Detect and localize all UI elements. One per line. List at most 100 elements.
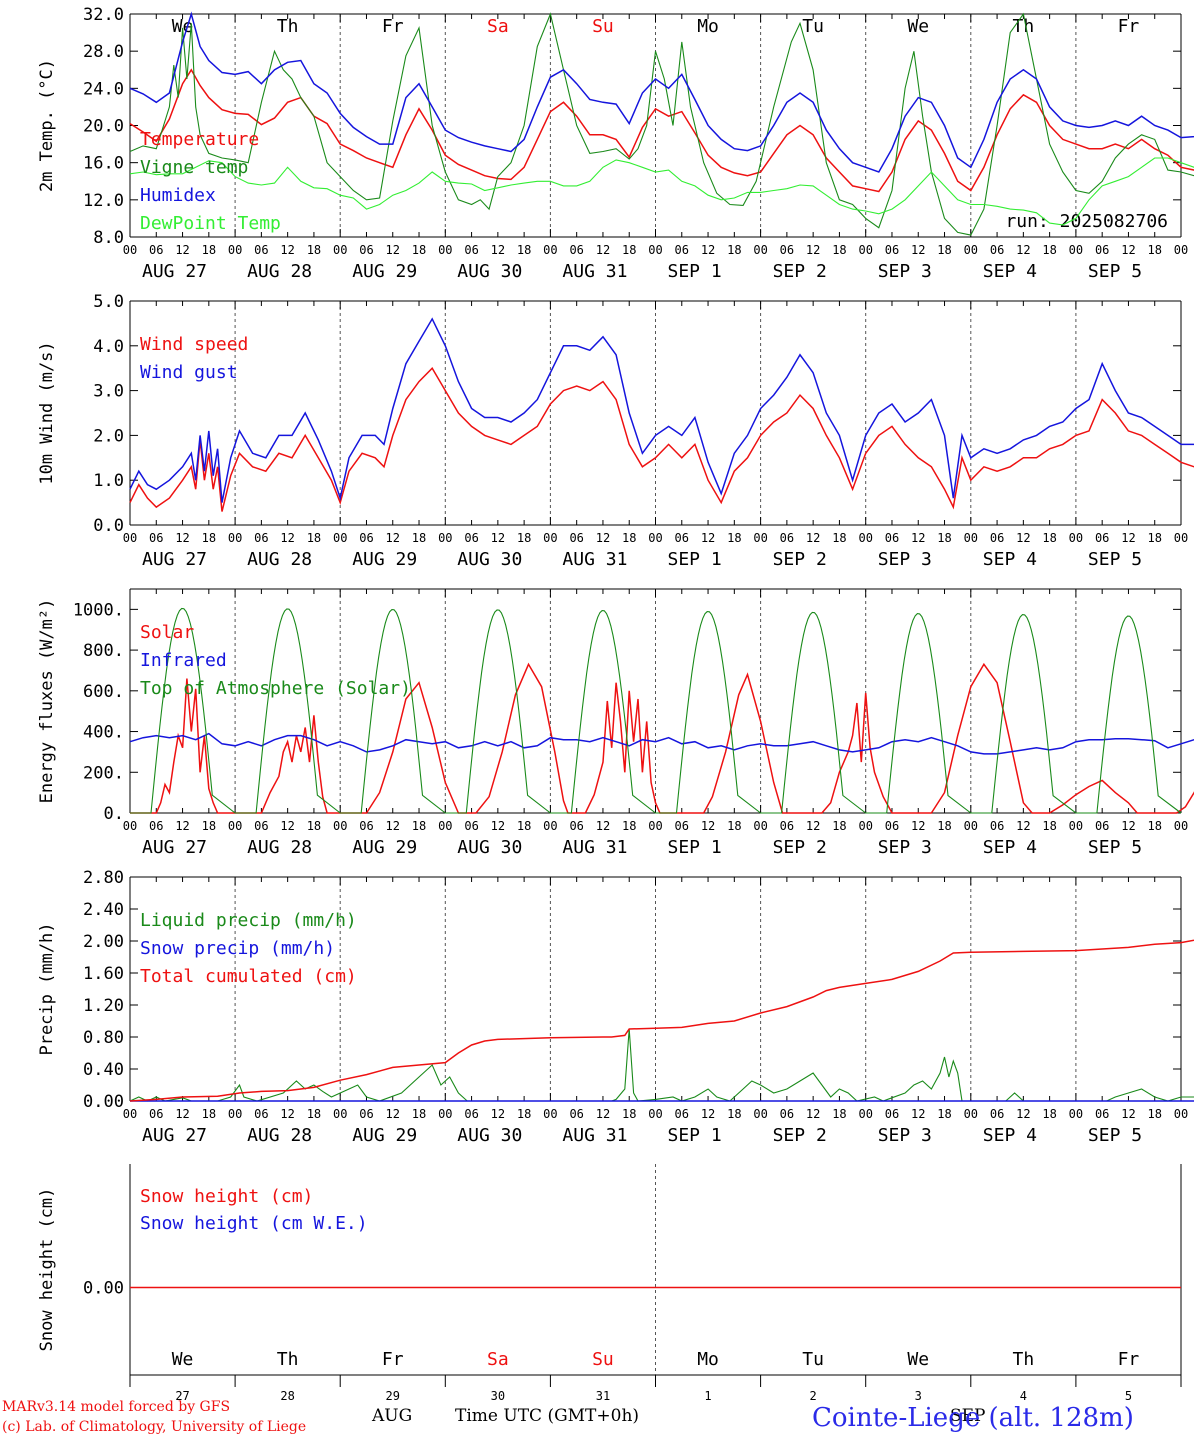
day-label: AUG 28 — [247, 1125, 312, 1146]
day-label: SEP 5 — [1088, 837, 1142, 858]
hour-tick-label: 06 — [149, 531, 163, 545]
station-label: Cointe-Liege (alt. 128m) — [812, 1403, 1134, 1433]
weekday-label: We — [907, 16, 929, 37]
day-label: AUG 29 — [352, 837, 417, 858]
day-label: AUG 30 — [457, 837, 522, 858]
hour-tick-label: 12 — [175, 531, 189, 545]
y-tick-label: 5.0 — [93, 292, 124, 312]
time-axis-label: Time UTC (GMT+0h) — [455, 1406, 640, 1426]
hour-tick-label: 06 — [359, 531, 373, 545]
hour-tick-label: 18 — [517, 243, 531, 257]
hour-tick-label: 00 — [228, 243, 242, 257]
hour-tick-label: 12 — [491, 1107, 505, 1121]
legend-entry: Temperature — [140, 129, 259, 150]
hour-tick-label: 06 — [359, 1107, 373, 1121]
hour-tick-label: 18 — [307, 531, 321, 545]
y-tick-label: 1.60 — [83, 964, 124, 984]
hour-tick-label: 06 — [675, 243, 689, 257]
hour-tick-label: 00 — [964, 243, 978, 257]
weekday-label: Su — [592, 16, 614, 37]
day-label: SEP 3 — [878, 837, 932, 858]
legend-entry: Infrared — [140, 650, 227, 671]
hour-tick-label: 00 — [858, 531, 872, 545]
hour-tick-label: 00 — [543, 819, 557, 833]
day-label: SEP 1 — [668, 837, 722, 858]
hour-tick-label: 00 — [753, 531, 767, 545]
hour-tick-label: 18 — [832, 243, 846, 257]
legend-entry: Snow precip (mm/h) — [140, 938, 335, 959]
hour-tick-label: 18 — [412, 531, 426, 545]
hour-tick-label: 06 — [149, 243, 163, 257]
hour-tick-label: 06 — [569, 243, 583, 257]
hour-tick-label: 12 — [491, 531, 505, 545]
hour-tick-label: 00 — [438, 1107, 452, 1121]
hour-tick-label: 00 — [753, 1107, 767, 1121]
legend-entry: Liquid precip (mm/h) — [140, 910, 357, 931]
hour-tick-label: 06 — [149, 1107, 163, 1121]
hour-tick-label: 00 — [123, 531, 137, 545]
weekday-label: We — [172, 1349, 194, 1370]
hour-tick-label: 18 — [1042, 531, 1056, 545]
day-label: SEP 4 — [983, 837, 1037, 858]
hour-tick-label: 00 — [858, 1107, 872, 1121]
hour-tick-label: 00 — [964, 819, 978, 833]
hour-tick-label: 12 — [1016, 819, 1030, 833]
hour-tick-label: 06 — [254, 243, 268, 257]
weekday-label: We — [172, 16, 194, 37]
hour-tick-label: 18 — [622, 531, 636, 545]
weekday-label: Sa — [487, 1349, 509, 1370]
legend-entry: Wind speed — [140, 334, 248, 355]
hour-tick-label: 18 — [1042, 1107, 1056, 1121]
hour-tick-label: 00 — [1174, 531, 1188, 545]
hour-tick-label: 12 — [1016, 531, 1030, 545]
y-tick-label: 0. — [104, 804, 124, 824]
weekday-label: Fr — [382, 1349, 404, 1370]
day-label: SEP 4 — [983, 549, 1037, 570]
hour-tick-label: 00 — [543, 243, 557, 257]
y-tick-label: 2.00 — [83, 932, 124, 952]
hour-tick-label: 18 — [517, 819, 531, 833]
hour-tick-label: 18 — [832, 819, 846, 833]
hour-tick-label: 12 — [596, 1107, 610, 1121]
hour-tick-label: 12 — [596, 243, 610, 257]
day-label: AUG 28 — [247, 549, 312, 570]
weekday-label: Mo — [697, 16, 719, 37]
hour-tick-label: 06 — [675, 1107, 689, 1121]
weekday-label: Th — [277, 16, 299, 37]
panel-5: We 27 Th 28 Fr 29 Sa 30 Su 31 Mo 1 Tu 2 We 3 Th 4 Fr 5 0.00 S… — [37, 1164, 1182, 1403]
day-label: AUG 31 — [562, 837, 627, 858]
y-tick-label: 3.0 — [93, 382, 124, 402]
hour-tick-label: 12 — [280, 1107, 294, 1121]
hour-tick-label: 18 — [412, 819, 426, 833]
weekday-label: Fr — [1118, 1349, 1140, 1370]
hour-tick-label: 00 — [1069, 531, 1083, 545]
day-label: AUG 30 — [457, 549, 522, 570]
y-tick-label: 0.0 — [93, 516, 124, 536]
hour-tick-label: 18 — [937, 819, 951, 833]
hour-tick-label: 12 — [175, 243, 189, 257]
hour-tick-label: 18 — [727, 243, 741, 257]
hour-tick-label: 18 — [307, 1107, 321, 1121]
day-label: AUG 27 — [142, 1125, 207, 1146]
series-line-1 — [129, 366, 1194, 512]
hour-tick-label: 00 — [123, 819, 137, 833]
hour-tick-label: 18 — [202, 531, 216, 545]
hour-tick-label: 18 — [307, 819, 321, 833]
hour-tick-label: 18 — [202, 819, 216, 833]
hour-tick-label: 06 — [780, 531, 794, 545]
hour-tick-label: 12 — [280, 531, 294, 545]
hour-tick-label: 06 — [359, 819, 373, 833]
hour-tick-label: 06 — [990, 819, 1004, 833]
day-label: SEP 2 — [773, 549, 827, 570]
hour-tick-label: 00 — [648, 531, 662, 545]
y-tick-label: 800. — [83, 641, 124, 661]
hour-tick-label: 18 — [1042, 819, 1056, 833]
hour-tick-label: 06 — [885, 243, 899, 257]
weekday-label: Th — [1013, 1349, 1035, 1370]
series-line-3 — [129, 11, 1194, 173]
hour-tick-label: 18 — [622, 819, 636, 833]
hour-tick-label: 12 — [280, 243, 294, 257]
legend-entry: DewPoint Temp — [140, 213, 281, 234]
hour-tick-label: 12 — [386, 819, 400, 833]
hour-tick-label: 06 — [569, 531, 583, 545]
